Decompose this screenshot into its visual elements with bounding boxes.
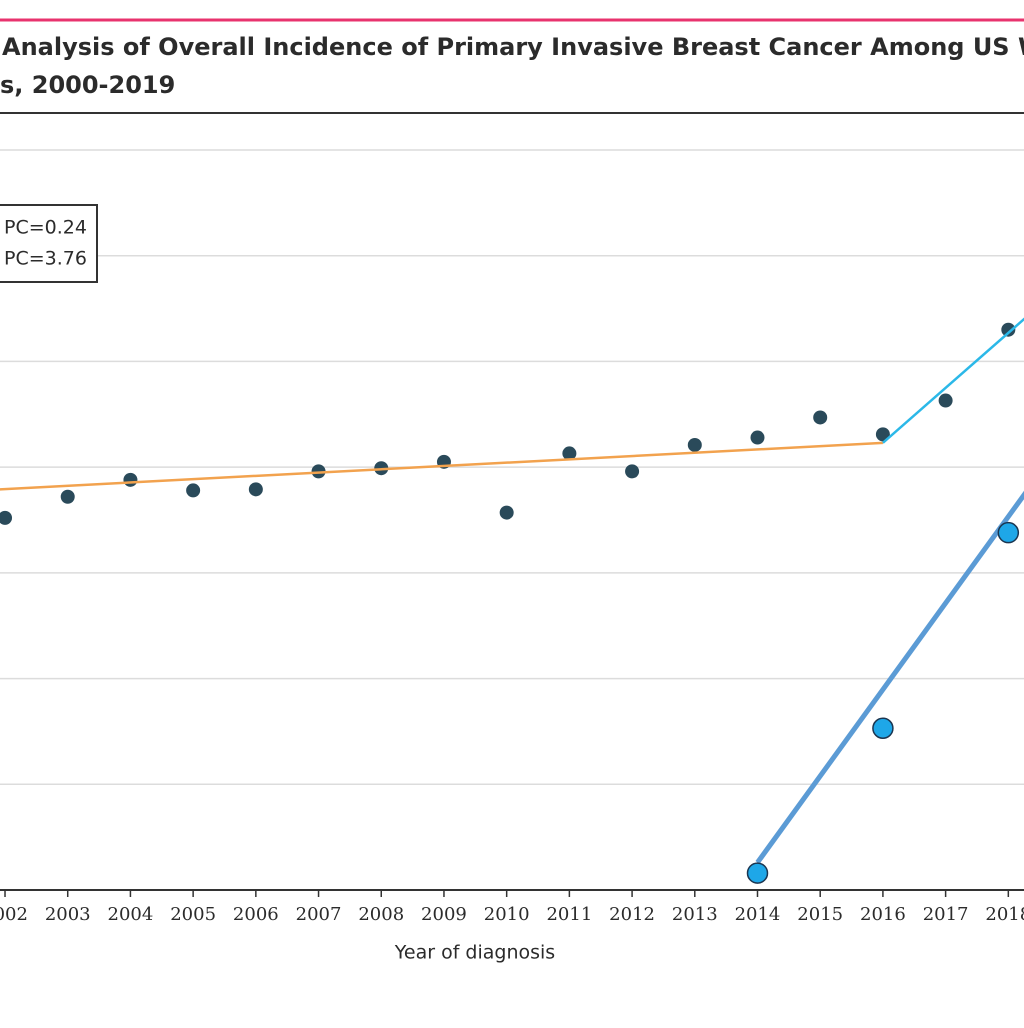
x-tick-label: 2010 (484, 904, 530, 925)
data-point (186, 483, 201, 498)
x-tick-label: 2017 (923, 904, 969, 925)
x-axis: 2002 2003 2004 2005 2006 2007 2008 2009 2010 2011… (0, 890, 1024, 925)
x-tick-label: 2007 (296, 904, 342, 925)
x-tick-label: 2012 (609, 904, 655, 925)
highlight-point (872, 717, 894, 740)
trend-line (755, 490, 1024, 864)
x-tick-label: 2018 (985, 904, 1024, 925)
chart-subtitle: s, 2000-2019 (0, 71, 175, 99)
trend-line (0, 441, 883, 491)
chart-title: Analysis of Overall Incidence of Primary… (2, 33, 1024, 61)
x-tick-label: 2015 (797, 904, 843, 925)
data-point (687, 437, 702, 452)
highlight-point (746, 862, 769, 884)
x-tick-label: 2003 (45, 904, 91, 925)
trend-line (882, 317, 1024, 444)
x-tick-label: 2009 (421, 904, 467, 925)
x-tick-label: 2004 (108, 904, 154, 925)
x-tick-label: 2005 (170, 904, 216, 925)
data-point (248, 482, 263, 497)
x-tick-label: 2014 (735, 904, 781, 925)
data-point (938, 393, 953, 408)
x-tick-label: 2011 (546, 904, 592, 925)
x-tick-label: 2006 (233, 904, 279, 925)
data-point (625, 464, 640, 479)
x-tick-label: 2013 (672, 904, 718, 925)
data-point (813, 410, 828, 425)
highlight-point (997, 521, 1020, 544)
data-point (875, 427, 890, 442)
data-point (123, 472, 138, 487)
data-point (1001, 322, 1016, 337)
x-tick-label: 2016 (860, 904, 906, 925)
legend-label: PC=0.24 (4, 217, 87, 239)
data-point (562, 446, 577, 461)
legend-box (0, 204, 98, 283)
legend: PC=0.24 PC=3.76 (0, 204, 98, 283)
legend-label: PC=3.76 (4, 248, 87, 270)
data-point (499, 505, 514, 520)
grid (0, 149, 1024, 891)
data-point (0, 510, 13, 525)
data-point (60, 489, 75, 504)
plot-area (0, 317, 1024, 884)
data-point (750, 430, 765, 445)
x-tick-label: 2002 (0, 904, 28, 925)
x-axis-label: Year of diagnosis (394, 942, 555, 964)
x-tick-label: 2008 (358, 904, 404, 925)
